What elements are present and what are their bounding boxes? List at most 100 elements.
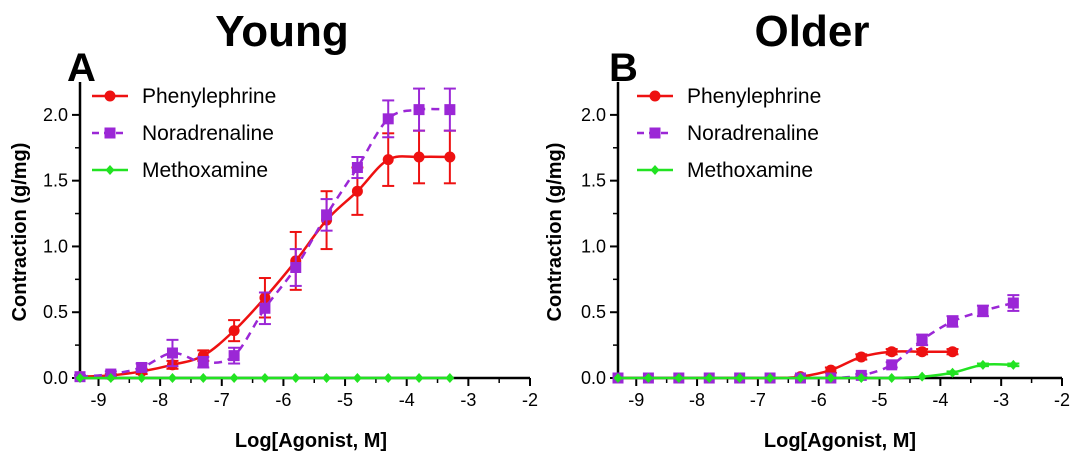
panel-b-older: Older B Log[Agonist, M] Contraction (g/m… xyxy=(544,7,1070,452)
panel-a-y-tick-label: 0.5 xyxy=(43,302,68,322)
panel-b-x-axis-label: Log[Agonist, M] xyxy=(764,430,916,452)
panel-b-noradrenaline-point xyxy=(947,315,959,327)
panel-a-y-axis-label: Contraction (g/mg) xyxy=(9,143,31,322)
panel-b-x-tick-label: -3 xyxy=(993,390,1009,410)
panel-a-methoxamine-point xyxy=(383,373,393,383)
panel-a-noradrenaline-line xyxy=(79,107,450,378)
panel-b-methoxamine-point xyxy=(1008,359,1018,370)
panel-a-y-tick-label: 2.0 xyxy=(43,105,68,125)
panel-a-x-tick-label: -6 xyxy=(275,390,291,410)
panel-a-legend-marker-methoxamine xyxy=(105,165,115,175)
panel-b-legend-item-noradrenaline: Noradrenaline xyxy=(637,122,819,145)
panel-a-legend-label-methoxamine: Methoxamine xyxy=(142,159,268,182)
panel-a-phenylephrine-point xyxy=(351,185,363,197)
panel-b-legend-label-methoxamine: Methoxamine xyxy=(687,159,813,182)
panel-a-noradrenaline-point xyxy=(382,113,394,125)
panel-b-legend-label-phenylephrine: Phenylephrine xyxy=(687,85,821,108)
panel-b-legend-marker-phenylephrine xyxy=(649,90,661,102)
panel-a-legend-marker-phenylephrine xyxy=(104,90,116,102)
panel-a-methoxamine-point xyxy=(229,373,239,383)
panel-b-series-methoxamine xyxy=(613,359,1020,383)
panel-a-legend-label-noradrenaline: Noradrenaline xyxy=(142,122,274,145)
panel-a-legend-item-phenylephrine: Phenylephrine xyxy=(92,85,276,108)
panel-b-methoxamine-point xyxy=(765,373,775,383)
panel-b-methoxamine-point xyxy=(887,373,897,383)
panel-b-legend-marker-methoxamine xyxy=(650,165,660,175)
panel-a-legend-item-methoxamine: Methoxamine xyxy=(92,159,268,182)
panel-a-title: Young xyxy=(215,7,349,56)
panel-a-noradrenaline-point xyxy=(351,162,363,174)
panel-b-x-tick-label: -5 xyxy=(872,390,888,410)
panel-b-noradrenaline-point xyxy=(916,334,928,346)
panel-a-series-methoxamine xyxy=(75,373,455,383)
panel-a-noradrenaline-point xyxy=(290,261,302,273)
panel-a-y-tick-label: 1.5 xyxy=(43,171,68,191)
panel-b-methoxamine-point xyxy=(948,367,958,378)
panel-a-x-tick-label: -5 xyxy=(337,390,353,410)
panel-a-methoxamine-point xyxy=(260,373,270,383)
panel-a-legend-marker-noradrenaline xyxy=(104,127,116,139)
panel-a-methoxamine-point xyxy=(352,373,362,383)
panel-b-noradrenaline-point xyxy=(977,305,989,317)
panel-a-methoxamine-point xyxy=(137,373,147,383)
panel-a-noradrenaline-point xyxy=(228,350,240,362)
panel-b-x-tick-label: -7 xyxy=(750,390,766,410)
panel-b-y-tick-label: 0.0 xyxy=(581,368,606,388)
panel-a-x-tick-label: -9 xyxy=(90,390,106,410)
panel-a-legend-label-phenylephrine: Phenylephrine xyxy=(142,85,276,108)
panel-b-phenylephrine-point xyxy=(916,346,928,358)
panel-b-phenylephrine-point xyxy=(886,346,898,358)
panel-a-noradrenaline-point xyxy=(197,356,209,368)
panel-a-x-tick-label: -7 xyxy=(214,390,230,410)
panel-a-y-tick-label: 0.0 xyxy=(43,368,68,388)
panel-b-legend-item-phenylephrine: Phenylephrine xyxy=(637,85,821,108)
panel-b-y-tick-label: 1.0 xyxy=(581,236,606,256)
panel-b-methoxamine-point xyxy=(917,371,927,382)
panel-a-methoxamine-point xyxy=(291,373,301,383)
panel-a-noradrenaline-point xyxy=(413,104,425,116)
panel-b-x-tick-label: -8 xyxy=(689,390,705,410)
panel-a-methoxamine-point xyxy=(75,373,85,383)
panel-a-methoxamine-point xyxy=(322,373,332,383)
panel-b-methoxamine-point xyxy=(674,373,684,383)
panel-a-x-axis-label: Log[Agonist, M] xyxy=(235,430,387,452)
panel-a-noradrenaline-point xyxy=(136,361,148,373)
panel-b-methoxamine-point xyxy=(704,373,714,383)
panel-b-methoxamine-point xyxy=(978,359,988,370)
panel-b-y-tick-label: 0.5 xyxy=(581,302,606,322)
panel-a-methoxamine-point xyxy=(167,373,177,383)
panel-b-y-axis-label: Contraction (g/mg) xyxy=(544,143,566,322)
panel-b-methoxamine-point xyxy=(856,373,866,383)
panel-a-methoxamine-point xyxy=(198,373,208,383)
panel-a-phenylephrine-point xyxy=(382,154,394,166)
panel-a-axes: -9 -8 -7 -6 -5 -4 -3 -2 0.0 0.5 1.0 1.5 2.0 xyxy=(43,82,538,410)
panel-b-y-tick-label: 2.0 xyxy=(581,105,606,125)
panel-b-legend-marker-noradrenaline xyxy=(649,127,661,139)
panel-a-letter: A xyxy=(67,46,96,90)
panel-a-phenylephrine-point xyxy=(444,151,456,163)
panel-a-methoxamine-point xyxy=(445,373,455,383)
panel-b-legend-label-noradrenaline: Noradrenaline xyxy=(687,122,819,145)
panel-a-x-tick-label: -8 xyxy=(152,390,168,410)
panel-a-legend-item-noradrenaline: Noradrenaline xyxy=(92,122,274,145)
panel-a-legend: Phenylephrine Noradrenaline Methoxamine xyxy=(92,85,276,182)
panel-b-x-tick-label: -9 xyxy=(628,390,644,410)
panel-b-phenylephrine-point xyxy=(855,351,867,363)
panel-a-methoxamine-point xyxy=(414,373,424,383)
panel-b-x-tick-label: -4 xyxy=(932,390,948,410)
panel-a-noradrenaline-point xyxy=(259,302,271,314)
panel-a-phenylephrine-point xyxy=(413,151,425,163)
panel-b-x-tick-label: -2 xyxy=(1054,390,1070,410)
panel-b-letter: B xyxy=(609,46,638,90)
panel-b-legend: Phenylephrine Noradrenaline Methoxamine xyxy=(637,85,821,182)
panel-a-phenylephrine-point xyxy=(228,325,240,337)
panel-a-x-tick-label: -4 xyxy=(399,390,415,410)
panel-b-methoxamine-point xyxy=(826,373,836,383)
panel-b-noradrenaline-line xyxy=(617,301,1014,380)
panel-b-methoxamine-point xyxy=(643,373,653,383)
panel-a-phenylephrine-line xyxy=(79,155,450,378)
panel-b-y-tick-label: 1.5 xyxy=(581,171,606,191)
panel-b-phenylephrine-point xyxy=(947,346,959,358)
panel-b-methoxamine-point xyxy=(735,373,745,383)
